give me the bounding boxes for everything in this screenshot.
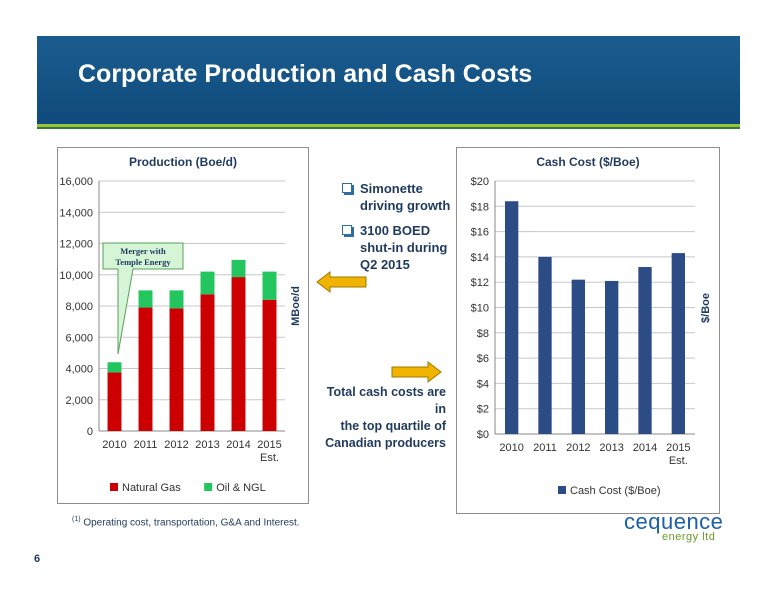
y-tick-label: $16 <box>471 227 489 239</box>
chart-title: Production (Boe/d) <box>129 155 237 169</box>
bar <box>262 271 277 300</box>
x-tick-label: 2015 <box>666 442 690 454</box>
y-tick-label: $0 <box>477 429 489 441</box>
bar <box>638 267 652 434</box>
callout-shape <box>102 242 184 355</box>
y-tick-label: $8 <box>477 328 489 340</box>
bar <box>107 362 122 373</box>
x-tick-label: 2013 <box>599 442 623 454</box>
bullet-list: Simonette driving growth 3100 BOED shut-… <box>340 180 460 281</box>
y-tick-label: $6 <box>477 353 489 365</box>
x-tick-label: 2012 <box>566 442 590 454</box>
bullet-text: Simonette driving growth <box>360 181 451 213</box>
bar <box>505 201 519 434</box>
banner-accent-line-dark <box>37 127 740 129</box>
note-line: the top quartile of <box>340 419 446 433</box>
y-tick-label: 10,000 <box>59 270 93 282</box>
bar <box>138 290 153 308</box>
y-tick-label: $4 <box>477 378 489 390</box>
legend-label: Cash Cost ($/Boe) <box>570 485 660 497</box>
y-tick-label: 6,000 <box>65 332 93 344</box>
x-tick-label: Est. <box>669 455 688 467</box>
legend-swatch <box>204 483 213 491</box>
legend-label: Oil & NGL <box>216 482 266 494</box>
bullet-text: 3100 BOED shut-in during Q2 2015 <box>360 223 448 272</box>
bar <box>169 290 184 309</box>
bar <box>262 299 277 431</box>
legend-swatch <box>558 486 566 494</box>
title-banner <box>37 36 740 124</box>
right-arrow-icon <box>391 361 442 383</box>
y-tick-label: $12 <box>471 277 489 289</box>
y-tick-label: 16,000 <box>59 176 93 188</box>
x-tick-label: Est. <box>260 452 279 464</box>
y-tick-label: 14,000 <box>59 207 93 219</box>
y-axis-label-group: $/Boe <box>700 293 712 323</box>
bar <box>231 259 246 278</box>
x-tick-label: 2014 <box>633 442 657 454</box>
banner-accent-line <box>37 124 740 127</box>
checkbox-bullet-icon <box>342 225 352 235</box>
y-axis-label: MBoe/d <box>290 286 302 326</box>
legend-label: Natural Gas <box>122 482 181 494</box>
bar <box>169 308 184 431</box>
bullet-item: 3100 BOED shut-in during Q2 2015 <box>340 222 460 273</box>
checkbox-bullet-icon <box>342 183 352 193</box>
cash-cost-chart: Cash Cost ($/Boe) $0 $2 $4 $6 $8 $10 $12 $14 $16 $… <box>471 155 712 497</box>
note-line: Canadian producers <box>325 436 446 450</box>
x-tick-label: 2011 <box>134 439 158 451</box>
y-tick-label: $14 <box>471 252 489 264</box>
page-title: Corporate Production and Cash Costs <box>78 60 533 88</box>
x-tick-label: 2010 <box>499 442 523 454</box>
production-chart: Production (Boe/d) 0 2,000 4,000 6,000 8,000 1… <box>59 155 302 494</box>
callout-text: Merger with <box>120 246 166 256</box>
production-chart-panel: Production (Boe/d) 0 2,000 4,000 6,000 8,000 1… <box>57 147 309 504</box>
company-logo-subtitle: energy ltd <box>662 531 716 543</box>
note-line: Total cash costs are in <box>326 385 446 416</box>
bar <box>138 307 153 431</box>
chart-title: Cash Cost ($/Boe) <box>536 155 639 169</box>
y-tick-label: 12,000 <box>59 239 93 251</box>
y-tick-label: 4,000 <box>65 364 93 376</box>
bullet-item: Simonette driving growth <box>340 180 460 214</box>
y-axis-label: $/Boe <box>700 293 712 323</box>
y-tick-label: $10 <box>471 303 489 315</box>
page-number: 6 <box>34 553 41 565</box>
x-tick-label: 2015 <box>257 439 281 451</box>
bar <box>671 253 685 434</box>
x-tick-label: 2010 <box>102 439 126 451</box>
bar <box>200 294 215 431</box>
bar <box>605 280 619 434</box>
y-tick-label: 8,000 <box>65 301 93 313</box>
x-tick-label: 2011 <box>533 442 557 454</box>
left-arrow-icon <box>316 271 367 293</box>
y-tick-label: $2 <box>477 404 489 416</box>
y-tick-label: 0 <box>87 426 93 438</box>
legend-swatch <box>110 483 118 491</box>
x-tick-label: 2013 <box>195 439 219 451</box>
bar <box>571 279 585 434</box>
footnote-text: Operating cost, transportation, G&A and … <box>83 517 300 529</box>
footnote: (1) Operating cost, transportation, G&A … <box>72 516 300 528</box>
y-tick-label: $18 <box>471 201 489 213</box>
bar <box>107 372 122 431</box>
x-tick-label: 2012 <box>164 439 188 451</box>
x-tick-label: 2014 <box>226 439 250 451</box>
y-axis-label-group: MBoe/d <box>290 286 302 326</box>
y-tick-label: $20 <box>471 176 489 188</box>
bar <box>200 271 215 295</box>
company-logo: cequence <box>624 509 724 534</box>
cash-cost-note: Total cash costs are in the top quartile… <box>316 384 446 452</box>
callout-text: Temple Energy <box>115 257 171 267</box>
y-tick-label: 2,000 <box>65 395 93 407</box>
footnote-marker: (1) <box>72 516 81 523</box>
bar <box>538 256 552 434</box>
cash-cost-chart-panel: Cash Cost ($/Boe) $0 $2 $4 $6 $8 $10 $12 $14 $16 $… <box>456 147 720 514</box>
bar <box>231 277 246 431</box>
